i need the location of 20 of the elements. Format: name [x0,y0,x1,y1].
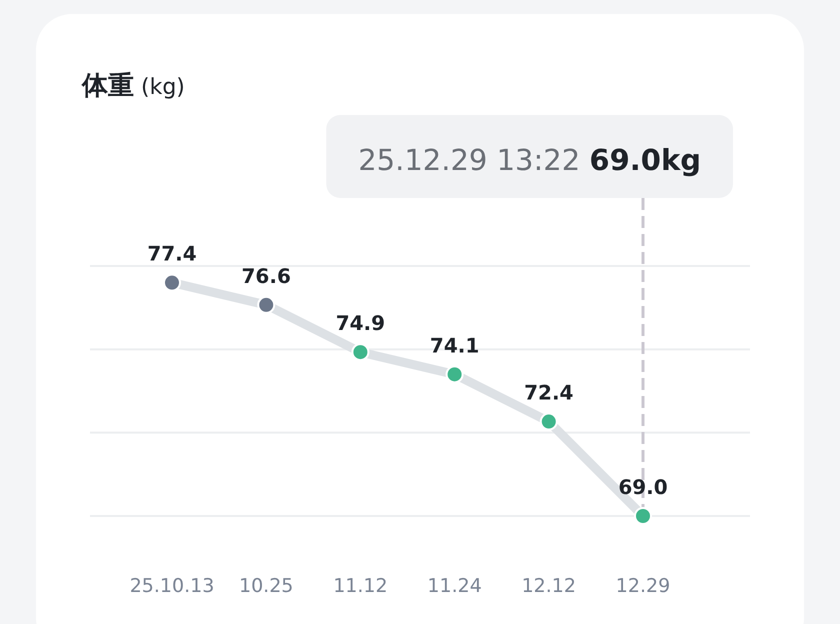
data-label: 69.0 [618,475,668,499]
point [446,365,464,384]
chart-title: 体重 (kg) [81,71,185,101]
annotation: 25.12.29 13:22 69.0kg [358,143,701,177]
x-tick-label: 11.24 [427,575,482,597]
data-label: 74.1 [430,333,480,358]
point [540,412,558,431]
x-tick-label: 25.10.13 [130,575,214,597]
point [634,507,652,525]
point [163,274,181,292]
data-label: 72.4 [524,380,574,405]
x-tick-label: 12.12 [522,575,576,597]
x-tick-label: 12.29 [616,575,670,597]
data-label: 76.6 [242,264,291,288]
x-tick-label: 10.25 [238,575,294,597]
point [257,296,276,314]
data-label: 77.4 [147,242,197,266]
data-label: 74.9 [336,311,386,336]
point [351,343,370,362]
x-tick-label: 11.12 [333,575,388,597]
